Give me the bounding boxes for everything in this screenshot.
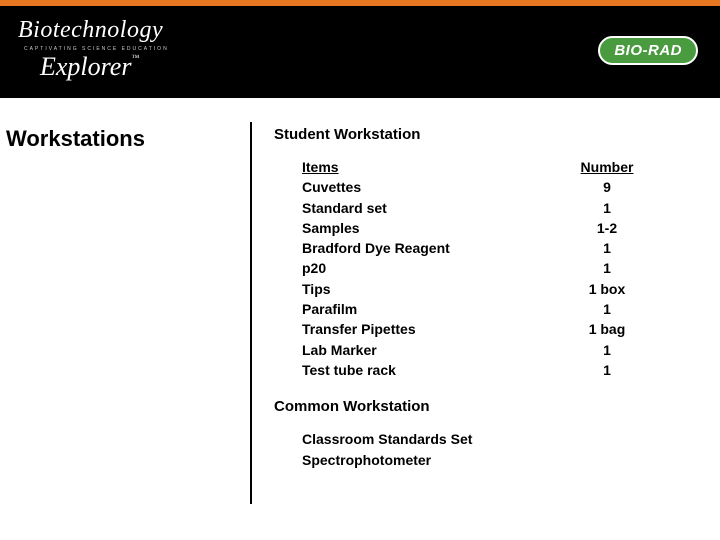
cell-number: 1 <box>552 340 662 360</box>
logo-tm: ™ <box>131 53 139 62</box>
cell-number: 1 <box>552 238 662 258</box>
right-column: Student Workstation Items Number Cuvette… <box>252 126 692 504</box>
page-title: Workstations <box>6 126 250 152</box>
cell-number: 1 <box>552 299 662 319</box>
content-area: Workstations Student Workstation Items N… <box>0 98 720 504</box>
common-block: Common Workstation Classroom Standards S… <box>274 398 692 470</box>
common-list: Classroom Standards Set Spectrophotomete… <box>274 429 692 470</box>
cell-item: Test tube rack <box>302 360 552 380</box>
cell-item: Lab Marker <box>302 340 552 360</box>
student-items-table: Items Number Cuvettes 9 Standard set 1 S… <box>274 157 692 380</box>
common-heading: Common Workstation <box>274 398 692 415</box>
cell-number: 1 <box>552 360 662 380</box>
cell-number: 9 <box>552 177 662 197</box>
cell-item: Samples <box>302 218 552 238</box>
logo-left: Biotechnology CAPTIVATING SCIENCE EDUCAT… <box>18 18 169 80</box>
student-heading: Student Workstation <box>274 126 692 143</box>
slide-header: Biotechnology CAPTIVATING SCIENCE EDUCAT… <box>0 0 720 98</box>
table-header-row: Items Number <box>302 157 692 177</box>
logo-right: BIO-RAD <box>598 36 698 65</box>
cell-item: Parafilm <box>302 299 552 319</box>
table-row: Bradford Dye Reagent 1 <box>302 238 692 258</box>
cell-number: 1 bag <box>552 319 662 339</box>
table-row: Lab Marker 1 <box>302 340 692 360</box>
brand-badge: BIO-RAD <box>598 36 698 65</box>
cell-item: Standard set <box>302 198 552 218</box>
common-item: Spectrophotometer <box>302 450 692 470</box>
table-row: Standard set 1 <box>302 198 692 218</box>
cell-number: 1 box <box>552 279 662 299</box>
logo-line1: Biotechnology <box>18 18 169 42</box>
cell-item: p20 <box>302 258 552 278</box>
table-row: Transfer Pipettes 1 bag <box>302 319 692 339</box>
cell-item: Tips <box>302 279 552 299</box>
left-column: Workstations <box>0 126 250 504</box>
col-header-number: Number <box>552 157 662 177</box>
logo-line2: Explorer™ <box>40 54 169 80</box>
col-header-items: Items <box>302 157 552 177</box>
common-item: Classroom Standards Set <box>302 429 692 449</box>
cell-number: 1 <box>552 198 662 218</box>
table-row: p20 1 <box>302 258 692 278</box>
table-row: Tips 1 box <box>302 279 692 299</box>
cell-item: Transfer Pipettes <box>302 319 552 339</box>
cell-number: 1-2 <box>552 218 662 238</box>
cell-item: Bradford Dye Reagent <box>302 238 552 258</box>
table-row: Test tube rack 1 <box>302 360 692 380</box>
cell-number: 1 <box>552 258 662 278</box>
logo-line2-text: Explorer <box>40 52 131 81</box>
table-row: Samples 1-2 <box>302 218 692 238</box>
table-row: Cuvettes 9 <box>302 177 692 197</box>
table-row: Parafilm 1 <box>302 299 692 319</box>
cell-item: Cuvettes <box>302 177 552 197</box>
